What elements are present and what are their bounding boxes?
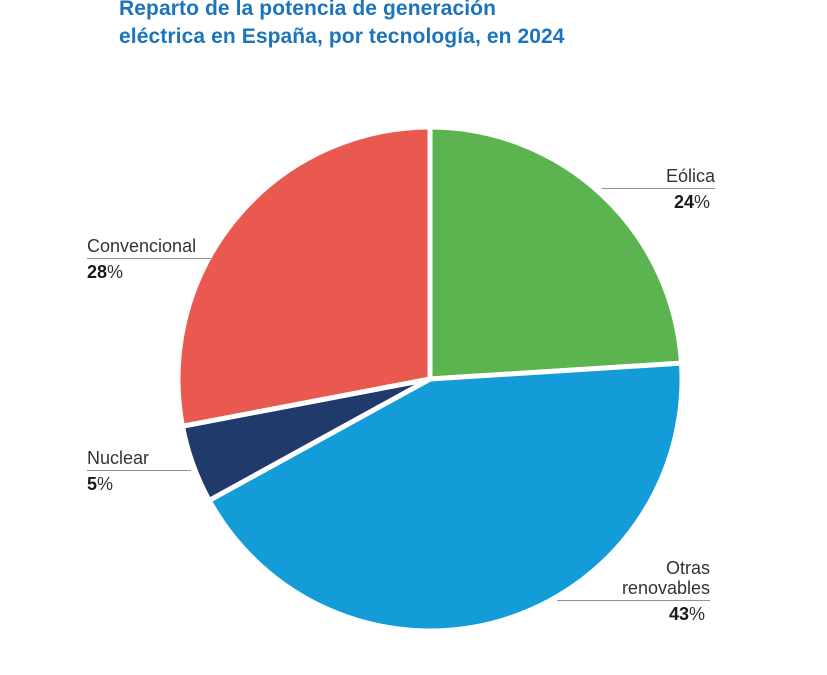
label-name: Convencional bbox=[87, 236, 211, 259]
chart-title: Reparto de la potencia de generación elé… bbox=[119, 0, 679, 51]
pie-slice-otras-renovables bbox=[205, 360, 685, 634]
percent-sign: % bbox=[97, 474, 114, 494]
label-value: 43% bbox=[668, 604, 705, 624]
label-value: 5% bbox=[87, 474, 114, 494]
pie-slice-eolica bbox=[427, 124, 685, 382]
label-name: Otras renovables bbox=[557, 558, 710, 601]
label-value: 28% bbox=[87, 262, 124, 282]
label-convencional: Convencional 28% bbox=[87, 236, 211, 282]
label-name: Eólica bbox=[602, 166, 715, 189]
label-otras-renovables: Otras renovables 43% bbox=[557, 558, 710, 624]
percent-sign: % bbox=[107, 262, 124, 282]
percent-sign: % bbox=[693, 192, 710, 212]
chart-title-line2: eléctrica en España, por tecnología, en … bbox=[119, 25, 565, 48]
percent-sign: % bbox=[688, 604, 705, 624]
label-eolica: Eólica 24% bbox=[602, 166, 715, 212]
label-name: Nuclear bbox=[87, 448, 191, 471]
pie-slice-convencional bbox=[175, 124, 433, 430]
label-value: 24% bbox=[673, 192, 710, 212]
label-nuclear: Nuclear 5% bbox=[87, 448, 191, 494]
chart-title-line1: Reparto de la potencia de generación bbox=[119, 0, 497, 20]
